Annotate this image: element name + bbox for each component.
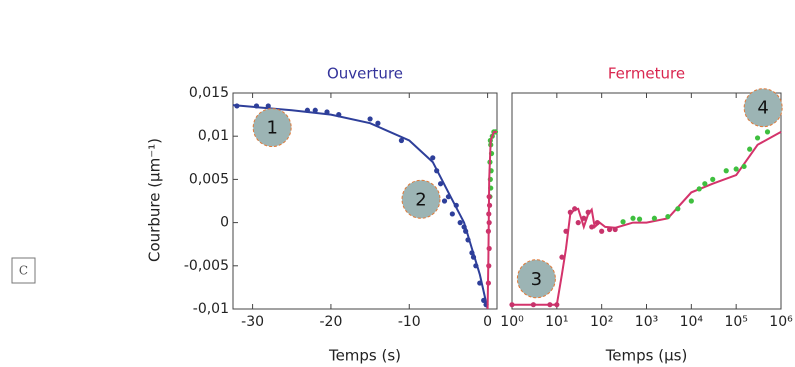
x-tick-label: 0: [483, 314, 492, 330]
x-tick-label: -20: [319, 314, 342, 330]
data-point: [651, 215, 657, 221]
data-point: [696, 186, 702, 192]
annotation-label: 4: [757, 98, 768, 119]
x-axis-label: Temps (µs): [605, 347, 688, 365]
annotation-label: 1: [266, 118, 277, 139]
y-tick-label: 0,01: [198, 128, 229, 144]
annotation-circle: [516, 259, 556, 299]
data-point: [441, 198, 448, 204]
data-point: [530, 302, 536, 308]
data-point: [563, 228, 569, 234]
plot-frame: [232, 92, 498, 310]
data-point: [312, 107, 318, 113]
data-point: [509, 302, 515, 308]
annotation-label: 2: [415, 189, 426, 210]
data-point: [554, 302, 560, 308]
data-point: [449, 211, 455, 217]
y-tick-label: -0,005: [184, 258, 229, 274]
data-point: [741, 163, 747, 170]
x-tick-label: 10⁶: [769, 314, 793, 330]
y-tick-label: 0,015: [189, 85, 229, 101]
data-point: [747, 146, 753, 152]
annotation-label: 3: [531, 269, 542, 290]
data-point: [594, 220, 600, 226]
data-point: [572, 206, 578, 212]
data-point: [733, 166, 739, 172]
chart-title: Fermeture: [608, 65, 685, 83]
annotation-circle: [401, 179, 441, 219]
x-tick-label: 10⁵: [724, 314, 747, 330]
data-point: [665, 213, 671, 220]
data-point: [398, 137, 405, 144]
data-point: [599, 228, 605, 234]
x-tick-label: 10³: [635, 314, 658, 330]
data-point: [675, 206, 681, 212]
figure-label-box: [11, 257, 36, 284]
data-point: [375, 120, 381, 126]
x-tick-label: 10⁰: [500, 314, 524, 330]
data-point: [567, 209, 573, 215]
data-point: [589, 224, 595, 230]
data-point: [723, 168, 729, 174]
data-point: [710, 176, 716, 182]
data-point: [585, 209, 591, 215]
x-tick-label: 10²: [590, 314, 613, 330]
data-point: [575, 220, 581, 226]
y-axis-label: Courbure (µm⁻¹): [146, 138, 164, 262]
data-point: [702, 181, 708, 187]
data-point: [437, 181, 444, 187]
data-point: [457, 220, 463, 226]
y-tick-label: -0,01: [193, 301, 229, 317]
y-tick-label: 0: [220, 215, 229, 231]
x-tick-label: 10⁴: [680, 314, 704, 330]
chart-title: Ouverture: [327, 65, 403, 83]
data-point: [620, 219, 626, 225]
data-point: [612, 226, 618, 233]
x-tick-label: 10¹: [545, 314, 568, 330]
data-point: [606, 226, 613, 233]
x-tick-label: -10: [398, 314, 421, 330]
data-point: [636, 216, 643, 222]
data-point: [581, 215, 587, 221]
data-point: [764, 129, 771, 135]
fit-line: [486, 130, 497, 310]
x-axis-label: Temps (s): [328, 347, 401, 365]
y-tick-label: 0,005: [189, 171, 229, 187]
fit-line: [232, 104, 489, 310]
x-tick-label: -30: [241, 314, 264, 330]
data-point: [367, 116, 373, 122]
data-point: [559, 254, 565, 260]
data-point: [688, 198, 694, 204]
data-point: [754, 135, 761, 141]
data-point: [630, 215, 636, 221]
annotation-circle: [743, 88, 783, 128]
figure-label: C: [19, 264, 28, 278]
data-point: [430, 155, 436, 161]
data-point: [547, 302, 553, 308]
annotation-circle: [252, 108, 292, 148]
